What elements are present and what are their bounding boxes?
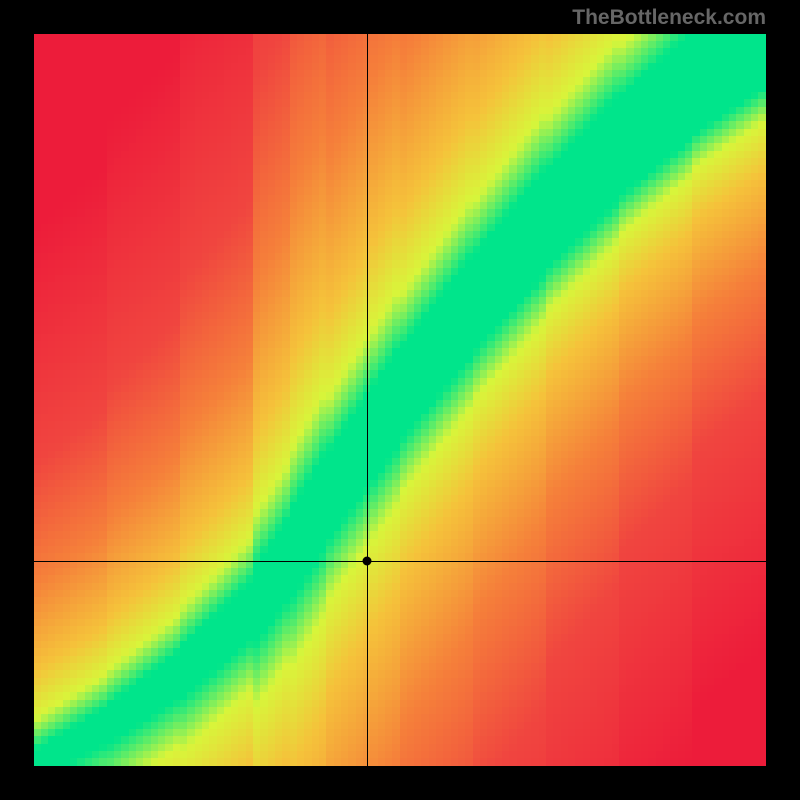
- selection-marker-dot: [363, 557, 372, 566]
- crosshair-horizontal: [34, 561, 766, 562]
- plot-area: [34, 34, 766, 766]
- watermark-text: TheBottleneck.com: [572, 6, 766, 30]
- chart-frame: TheBottleneck.com: [0, 0, 800, 800]
- bottleneck-heatmap: [34, 34, 766, 766]
- crosshair-vertical: [367, 34, 368, 766]
